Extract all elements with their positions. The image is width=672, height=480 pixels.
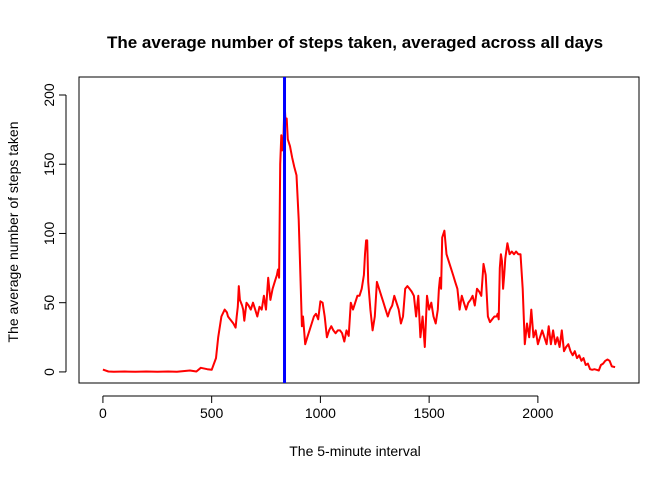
x-axis-label: The 5-minute interval [289, 443, 421, 459]
y-tick-label: 0 [41, 368, 57, 376]
y-tick-label: 150 [41, 152, 57, 176]
y-tick-label: 50 [41, 295, 57, 311]
y-axis-label: The average number of steps taken [5, 121, 21, 342]
x-tick-label: 1500 [414, 405, 445, 421]
chart-title: The average number of steps taken, avera… [107, 33, 603, 52]
y-tick-label: 200 [41, 83, 57, 107]
series-lines [102, 77, 616, 383]
x-tick-label: 1000 [305, 405, 336, 421]
x-axis: 0 500 1000 1500 2000 [99, 395, 554, 421]
x-tick-label: 500 [200, 405, 224, 421]
y-tick-label: 100 [41, 222, 57, 246]
x-tick-label: 2000 [522, 405, 553, 421]
series-line-0 [102, 100, 616, 373]
y-axis: 0 50 100 150 200 [41, 83, 67, 376]
plot-box [78, 76, 640, 384]
x-tick-label: 0 [99, 405, 107, 421]
